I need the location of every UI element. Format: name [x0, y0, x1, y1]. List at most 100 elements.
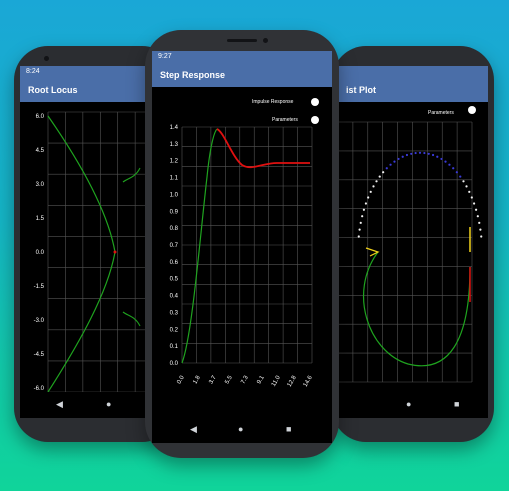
- step-curve-settle: [216, 128, 310, 169]
- x-tick-label: 1.8: [192, 374, 202, 385]
- root-locus-pole-arc-lower: [122, 311, 141, 327]
- nyquist-origin-loop: [365, 247, 380, 257]
- y-tick-label: 1.5: [36, 216, 45, 222]
- y-tick-label: 4.5: [36, 148, 45, 154]
- right-phone: ist Plot -0.3-0.20.00.20.30.50.70.81.0 P…: [332, 46, 494, 442]
- nyquist-point: [465, 185, 468, 188]
- nyquist-point: [472, 202, 476, 205]
- x-tick-label: 5.5: [224, 374, 234, 385]
- root-locus-branch-lower: [47, 251, 116, 392]
- nyquist-point: [362, 208, 366, 211]
- y-tick-label: 3.0: [36, 182, 45, 188]
- nyquist-point: [468, 190, 471, 193]
- right-screen: ist Plot -0.3-0.20.00.20.30.50.70.81.0 P…: [338, 66, 488, 418]
- y-tick-label: 1.0: [170, 192, 179, 198]
- nyquist-point: [405, 153, 409, 157]
- root-locus-branch-upper: [47, 115, 116, 253]
- y-tick-label: 0.6: [170, 260, 179, 266]
- y-tick-label: 0.3: [170, 310, 179, 316]
- parameters-toggle[interactable]: [468, 106, 476, 114]
- nyquist-point: [440, 157, 443, 161]
- y-tick-label: 6.0: [36, 114, 45, 120]
- nyquist-point: [470, 196, 473, 199]
- nyquist-point: [410, 152, 413, 155]
- nyquist-point: [375, 180, 378, 183]
- nyquist-point: [476, 215, 479, 218]
- x-tick-label: 12.8: [287, 374, 298, 388]
- parameters-label: Parameters: [272, 117, 298, 123]
- nyquist-plot[interactable]: -0.3-0.20.00.20.30.50.70.81.0 Parameters: [338, 102, 488, 392]
- app-title-text: Step Response: [160, 70, 226, 80]
- y-tick-label: 0.1: [170, 344, 179, 350]
- nyquist-point: [427, 152, 430, 155]
- y-tick-label: -3.0: [34, 318, 45, 324]
- y-tick-label: 1.4: [170, 125, 179, 131]
- nyquist-point: [382, 171, 385, 174]
- y-tick-label: 1.2: [170, 159, 179, 165]
- recent-apps-icon[interactable]: ■: [454, 399, 460, 409]
- nyquist-point: [452, 167, 455, 170]
- nyquist-point: [393, 160, 396, 163]
- nyquist-point: [361, 215, 364, 218]
- y-tick-label: 0.0: [170, 361, 179, 367]
- center-screen: 9:27 Step Response 1.4 1.3 1.2 1.1 1.0 0.9 0.8…: [152, 51, 332, 443]
- y-tick-label: 0.5: [170, 277, 179, 283]
- app-title-text: Root Locus: [28, 85, 78, 95]
- nyquist-point: [389, 163, 392, 166]
- nyquist-point: [423, 151, 426, 155]
- parameters-toggle[interactable]: [311, 116, 319, 124]
- nyquist-point: [418, 151, 422, 154]
- nyquist-point: [358, 228, 361, 231]
- x-tick-label: 14.6: [303, 374, 314, 388]
- root-locus-pole-arc-upper: [122, 167, 141, 183]
- x-tick-label: 0.0: [176, 374, 186, 385]
- home-icon[interactable]: ●: [238, 424, 244, 434]
- camera-icon: [44, 56, 49, 61]
- x-tick-label: 7.3: [240, 374, 250, 385]
- speaker-grille: [227, 39, 257, 42]
- root-locus-pole: [113, 250, 117, 254]
- y-tick-label: 0.8: [170, 226, 179, 232]
- back-icon[interactable]: ◀: [56, 399, 63, 409]
- parameters-label: Parameters: [428, 110, 454, 116]
- nyquist-point: [459, 175, 462, 178]
- nyquist-point: [364, 202, 368, 205]
- home-icon[interactable]: ●: [106, 399, 112, 409]
- home-icon[interactable]: ●: [406, 399, 412, 409]
- nyquist-point: [401, 155, 404, 158]
- step-curve-rise: [181, 128, 218, 364]
- recent-apps-icon[interactable]: ■: [286, 424, 292, 434]
- nyquist-point: [480, 235, 483, 238]
- nyquist-point: [444, 160, 447, 163]
- step-response-plot[interactable]: 1.4 1.3 1.2 1.1 1.0 0.9 0.8 0.7 0.6 0.5 0.4 0.3 0.2 0…: [152, 87, 332, 417]
- y-tick-label: 1.1: [170, 176, 179, 182]
- y-tick-label: 0.7: [170, 243, 179, 249]
- status-bar: [338, 66, 488, 78]
- status-bar: 9:27: [152, 51, 332, 63]
- nyquist-point: [369, 190, 372, 193]
- nyquist-point: [397, 157, 400, 161]
- nyquist-curve-lower: [363, 251, 471, 367]
- nyquist-point: [359, 221, 362, 224]
- x-tick-label: 9.1: [256, 374, 266, 385]
- center-phone: 9:27 Step Response 1.4 1.3 1.2 1.1 1.0 0.9 0.8…: [145, 30, 339, 458]
- y-tick-label: 0.9: [170, 209, 179, 215]
- nyquist-point: [436, 155, 439, 158]
- impulse-response-toggle[interactable]: [311, 98, 319, 106]
- app-title-text: ist Plot: [346, 85, 377, 95]
- nav-bar: ● ■: [338, 392, 488, 418]
- y-tick-label: 0.2: [170, 327, 179, 333]
- back-icon[interactable]: ◀: [190, 424, 197, 434]
- nyquist-point: [414, 151, 417, 155]
- nyquist-point: [431, 153, 435, 157]
- nyquist-point: [367, 196, 370, 199]
- y-tick-label: -6.0: [34, 386, 45, 392]
- app-title: ist Plot: [338, 78, 488, 102]
- nyquist-point: [478, 221, 481, 224]
- y-tick-label: 0.4: [170, 294, 179, 300]
- nyquist-point: [448, 163, 451, 166]
- nyquist-point: [474, 208, 478, 211]
- y-tick-label: -1.5: [34, 284, 45, 290]
- nyquist-point: [462, 180, 465, 183]
- nyquist-point: [385, 167, 388, 170]
